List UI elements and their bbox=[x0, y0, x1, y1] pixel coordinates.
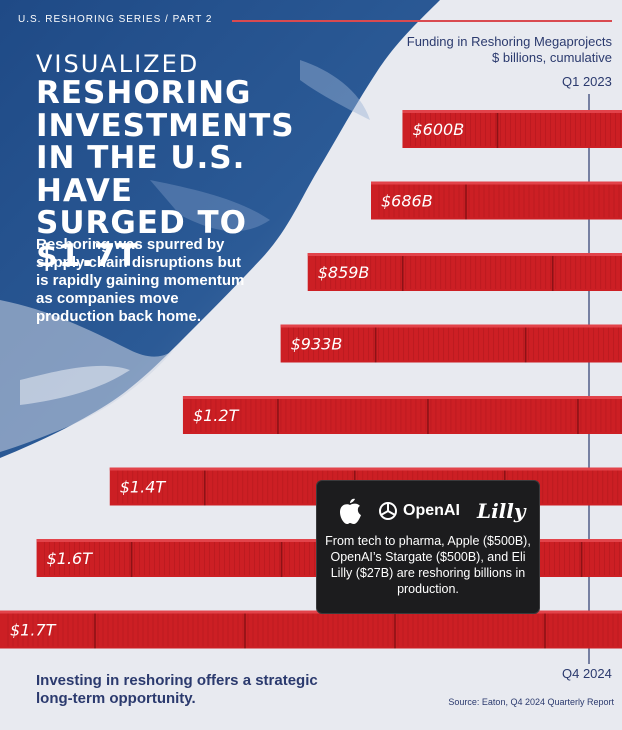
chart-title-block: Funding in Reshoring Megaprojects $ bill… bbox=[407, 34, 612, 66]
top-rule bbox=[232, 20, 612, 22]
bar-value-label: $933B bbox=[291, 335, 343, 354]
openai-brand: OpenAI bbox=[403, 502, 460, 519]
headline-line4: IN THE U.S. HAVE bbox=[36, 140, 246, 209]
source-note: Source: Eaton, Q4 2024 Quarterly Report bbox=[448, 697, 614, 707]
bar-value-label: $1.7T bbox=[10, 621, 57, 640]
brand-logos: OpenAI Lilly bbox=[317, 493, 539, 527]
headline-line3: INVESTMENTS bbox=[36, 107, 295, 144]
apple-logo-icon bbox=[340, 498, 361, 524]
end-date-label: Q4 2024 bbox=[562, 666, 612, 681]
intro-text: Reshoring was spurred by supply chain di… bbox=[36, 236, 245, 325]
bar-highlight bbox=[307, 253, 622, 256]
bar-value-label: $859B bbox=[318, 263, 370, 282]
bar-value-label: $600B bbox=[412, 120, 464, 139]
closing-statement: Investing in reshoring offers a strategi… bbox=[36, 672, 318, 707]
headline-line1: VISUALIZED bbox=[36, 50, 200, 78]
bar-highlight bbox=[0, 610, 622, 614]
bar-highlight bbox=[371, 181, 622, 185]
bar-highlight bbox=[109, 467, 622, 471]
chart-subtitle: $ billions, cumulative bbox=[492, 50, 612, 65]
bar-value-label: $1.6T bbox=[47, 549, 94, 568]
callout-box: OpenAI Lilly From tech to pharma, Apple … bbox=[316, 480, 540, 614]
lilly-brand: Lilly bbox=[477, 499, 526, 523]
start-date-label: Q1 2023 bbox=[562, 74, 612, 89]
chart-title: Funding in Reshoring Megaprojects bbox=[406, 34, 612, 49]
openai-logo-icon bbox=[379, 502, 397, 520]
bar-value-label: $1.2T bbox=[193, 406, 240, 425]
bar-3 bbox=[280, 324, 622, 363]
headline-line2: RESHORING bbox=[36, 75, 252, 112]
callout-text: From tech to pharma, Apple ($500B), Open… bbox=[325, 534, 531, 596]
bar-highlight bbox=[182, 396, 622, 399]
bar-2 bbox=[307, 253, 622, 291]
bar-1 bbox=[371, 181, 622, 220]
bar-highlight bbox=[402, 110, 622, 113]
bar-highlight bbox=[280, 324, 622, 328]
bar-value-label: $686B bbox=[381, 192, 433, 211]
headline-line5: SURGED TO $1.7T bbox=[36, 205, 248, 274]
series-label: U.S. RESHORING SERIES / PART 2 bbox=[18, 14, 213, 25]
headline: VISUALIZED RESHORING INVESTMENTS IN THE … bbox=[36, 50, 316, 274]
bar-value-label: $1.4T bbox=[120, 478, 167, 497]
